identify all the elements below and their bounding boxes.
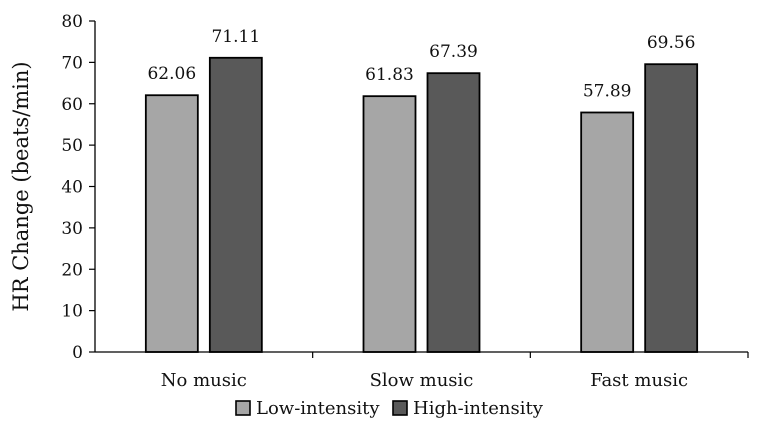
legend-swatch-low-intensity [235,400,251,416]
bar-low-intensity [580,111,635,353]
y-tick-label: 80 [61,12,83,32]
y-tick-label: 40 [61,178,83,198]
x-category-label: Fast music [590,370,688,391]
bar-low-intensity [144,94,199,353]
legend: Low-intensity High-intensity [235,398,544,419]
value-label: 69.56 [647,33,696,53]
value-label: 67.39 [429,42,478,62]
bar-high-intensity [426,72,481,353]
legend-label-low-intensity: Low-intensity [256,398,380,419]
y-tick-label: 20 [61,260,83,280]
value-label: 62.06 [147,64,196,84]
x-category-label: Slow music [370,370,474,391]
bar-high-intensity [644,63,699,353]
y-tick-label: 60 [61,95,83,115]
y-axis-title: HR Change (beats/min) [9,61,33,311]
legend-swatch-high-intensity [392,400,408,416]
x-category-label: No music [161,370,247,391]
bar-high-intensity [208,56,263,353]
y-tick-label: 10 [61,302,83,322]
y-axis-ticks: 0 10 20 30 40 50 60 70 80 [61,12,95,363]
bars [144,56,699,353]
value-label: 71.11 [211,27,260,47]
value-labels: 62.06 71.11 61.83 67.39 57.89 69.56 [147,27,695,102]
y-tick-label: 50 [61,136,83,156]
legend-label-high-intensity: High-intensity [413,398,544,419]
bar-low-intensity [362,95,417,353]
value-label: 57.89 [583,81,632,101]
y-tick-label: 30 [61,219,83,239]
x-axis-categories: No music Slow music Fast music [161,352,749,391]
y-tick-label: 0 [72,343,83,363]
value-label: 61.83 [365,65,414,85]
y-tick-label: 70 [61,53,83,73]
